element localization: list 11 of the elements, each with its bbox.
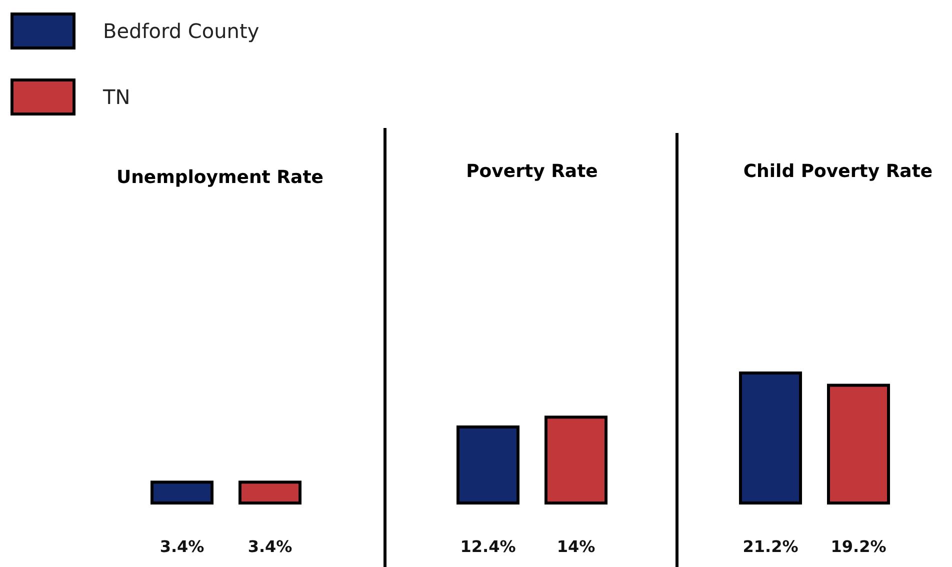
chart-title: Poverty Rate bbox=[466, 161, 598, 182]
legend-label: TN bbox=[102, 85, 130, 109]
data-label: 14% bbox=[556, 537, 596, 556]
legend-label: Bedford County bbox=[103, 19, 260, 43]
chart-title: Unemployment Rate bbox=[116, 167, 324, 188]
data-label: 12.4% bbox=[460, 537, 516, 556]
chart-title: Child Poverty Rate bbox=[743, 161, 933, 182]
data-label: 19.2% bbox=[830, 537, 886, 556]
data-label: 3.4% bbox=[160, 537, 204, 556]
data-label: 3.4% bbox=[248, 537, 292, 556]
data-label: 21.2% bbox=[742, 537, 798, 556]
